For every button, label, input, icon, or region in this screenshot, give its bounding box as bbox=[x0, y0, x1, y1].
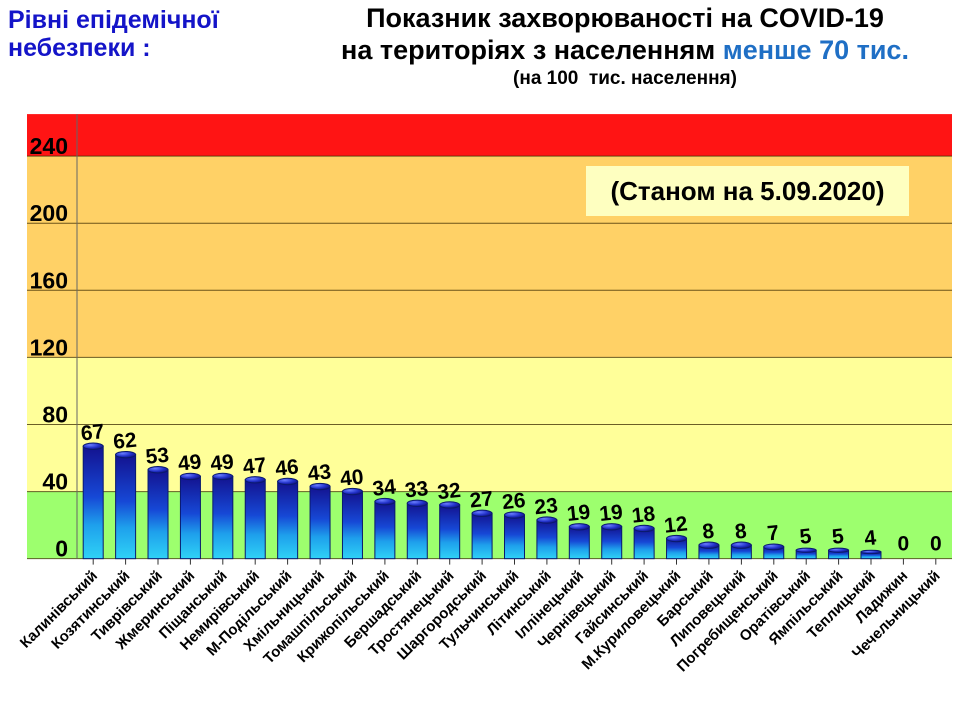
svg-text:32: 32 bbox=[436, 479, 462, 504]
svg-text:12: 12 bbox=[663, 512, 689, 537]
svg-text:40: 40 bbox=[42, 469, 68, 495]
svg-text:200: 200 bbox=[30, 200, 68, 226]
svg-text:240: 240 bbox=[30, 133, 68, 159]
svg-text:160: 160 bbox=[30, 267, 68, 293]
svg-text:23: 23 bbox=[533, 494, 559, 519]
svg-text:0: 0 bbox=[898, 533, 910, 556]
svg-text:40: 40 bbox=[339, 465, 365, 490]
svg-text:80: 80 bbox=[42, 402, 68, 428]
svg-text:19: 19 bbox=[598, 501, 624, 526]
svg-text:7: 7 bbox=[766, 521, 780, 545]
svg-text:0: 0 bbox=[930, 533, 942, 556]
svg-text:47: 47 bbox=[242, 454, 268, 479]
svg-text:26: 26 bbox=[501, 489, 527, 514]
svg-text:62: 62 bbox=[112, 429, 138, 454]
svg-text:33: 33 bbox=[404, 477, 430, 502]
svg-text:120: 120 bbox=[30, 334, 68, 360]
svg-text:18: 18 bbox=[631, 502, 657, 527]
svg-text:0: 0 bbox=[55, 536, 68, 562]
svg-text:49: 49 bbox=[209, 450, 235, 475]
svg-text:34: 34 bbox=[371, 475, 397, 500]
svg-text:27: 27 bbox=[469, 487, 495, 512]
svg-text:49: 49 bbox=[177, 450, 203, 475]
svg-text:46: 46 bbox=[274, 455, 300, 480]
svg-text:53: 53 bbox=[145, 444, 171, 469]
svg-text:19: 19 bbox=[566, 501, 592, 526]
svg-text:43: 43 bbox=[307, 460, 333, 485]
svg-text:67: 67 bbox=[80, 420, 106, 445]
